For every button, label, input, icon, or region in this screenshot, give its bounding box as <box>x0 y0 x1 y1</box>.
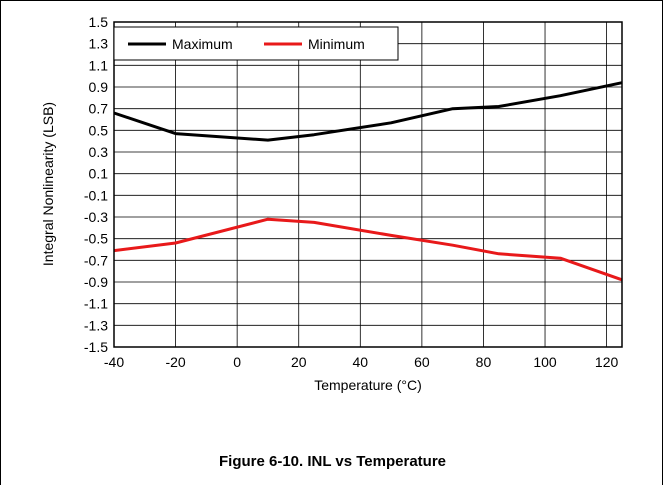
y-tick-label: 0.5 <box>89 122 109 138</box>
series-line-maximum <box>113 81 623 142</box>
y-tick-label: -0.5 <box>84 231 108 247</box>
x-tick-labels: -40 -20 0 20 40 60 80 100 120 <box>104 354 619 370</box>
y-tick-label: -0.3 <box>84 209 108 225</box>
x-tick-label: 60 <box>414 354 430 370</box>
x-tick-label: -40 <box>104 354 124 370</box>
x-tick-label: 0 <box>233 354 241 370</box>
x-tick-label: 100 <box>533 354 557 370</box>
plot-border <box>113 21 623 348</box>
legend: Maximum Minimum <box>113 26 399 61</box>
x-tick-label: 20 <box>291 354 307 370</box>
y-tick-label: 1.3 <box>89 36 109 52</box>
legend-label-minimum: Minimum <box>308 36 365 52</box>
y-tick-label: -0.1 <box>84 187 108 203</box>
x-tick-label: -20 <box>165 354 185 370</box>
series-line-minimum <box>113 217 623 282</box>
y-tick-label: -0.7 <box>84 252 108 268</box>
y-tick-label: 0.7 <box>89 101 109 117</box>
y-tick-label: 1.1 <box>89 57 109 73</box>
y-tick-label: 0.1 <box>89 166 109 182</box>
series-lines <box>113 81 623 282</box>
y-tick-label: 0.3 <box>89 144 109 160</box>
x-tick-label: 120 <box>595 354 619 370</box>
figure-caption: Figure 6-10. INL vs Temperature <box>218 453 447 470</box>
y-tick-label: -1.1 <box>84 296 108 312</box>
legend-label-maximum: Maximum <box>172 36 233 52</box>
y-axis-label: Integral Nonlinearity (LSB) <box>40 102 56 266</box>
x-tick-label: 80 <box>476 354 492 370</box>
y-tick-labels: 1.5 1.3 1.1 0.9 0.7 0.5 0.3 0.1 -0.1 -0.3 -0.5 -0.7… <box>84 14 108 355</box>
y-tick-label: 1.5 <box>89 14 109 30</box>
inl-chart: 1.5 1.3 1.1 0.9 0.7 0.5 0.3 0.1 -0.1 -0.3 -0.5 -0.7… <box>40 14 623 393</box>
y-tick-label: -1.3 <box>84 317 108 333</box>
y-tick-label: 0.9 <box>89 79 109 95</box>
y-tick-label: -1.5 <box>84 339 108 355</box>
plot-background <box>114 22 622 347</box>
x-axis-label: Temperature (°C) <box>314 377 422 393</box>
y-tick-label: -0.9 <box>84 274 108 290</box>
x-tick-label: 40 <box>353 354 369 370</box>
